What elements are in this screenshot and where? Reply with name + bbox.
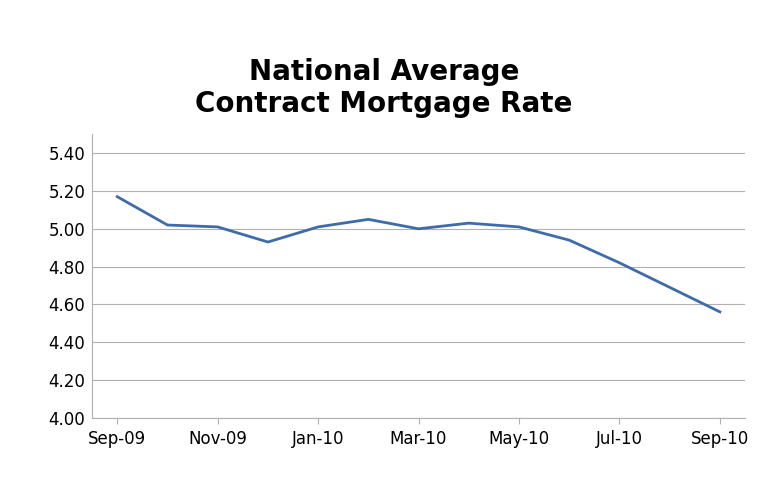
Text: National Average
Contract Mortgage Rate: National Average Contract Mortgage Rate: [195, 58, 573, 118]
